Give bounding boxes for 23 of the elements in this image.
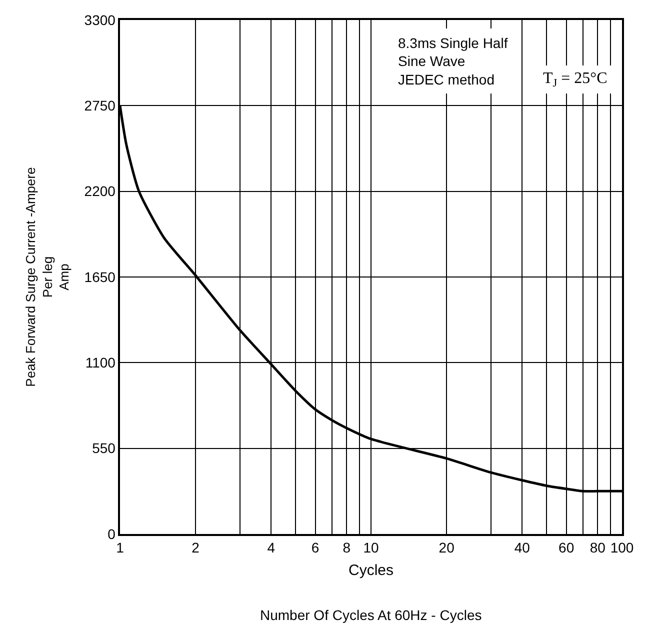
y-tick-label: 1650: [84, 268, 116, 285]
x-tick-label: 40: [514, 540, 530, 556]
y-tick-label: 3300: [84, 12, 116, 28]
x-tick-label: 8: [342, 540, 351, 556]
annotation: T$_{J}$ = 25°C: [543, 70, 608, 90]
y-tick-label: 2750: [84, 98, 116, 114]
annotation: 8.3ms Single Half Sine Wave JEDEC method: [398, 35, 508, 88]
y-axis-title: Peak Forward Surge Current -Ampere Per leg Amp: [22, 167, 72, 387]
y-tick-label: 1100: [85, 354, 116, 371]
x-tick-label: 10: [363, 540, 379, 556]
text: Number Of Cycles At 60Hz - Cycles: [260, 607, 482, 623]
x-tick-label: 100: [610, 540, 634, 556]
x-tick-label: 80: [590, 540, 606, 556]
x-axis-title: Cycles: [348, 562, 394, 580]
x-tick-label: 6: [311, 540, 320, 556]
y-tick-label: 0: [108, 526, 116, 542]
x-tick-label: 4: [267, 540, 276, 556]
y-tick-label: 2200: [84, 183, 116, 200]
x-tick-label: 1: [116, 540, 124, 556]
x-tick-label: 2: [192, 540, 200, 556]
x-tick-label: 20: [438, 540, 455, 556]
y-tick-label: 550: [92, 440, 116, 456]
x-tick-label: 60: [558, 540, 574, 556]
